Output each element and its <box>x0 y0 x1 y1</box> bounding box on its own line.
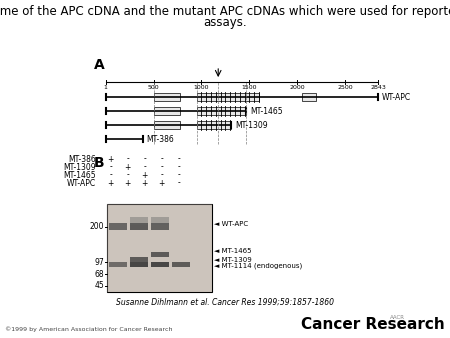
Text: 1: 1 <box>104 85 108 90</box>
Text: -: - <box>126 154 129 164</box>
Text: ◄ WT-APC: ◄ WT-APC <box>214 221 248 227</box>
Bar <box>149 204 170 292</box>
Text: 2500: 2500 <box>338 85 353 90</box>
Text: -: - <box>109 170 112 179</box>
Text: 500: 500 <box>148 85 159 90</box>
Text: A, scheme of the APC cDNA and the mutant APC cDNAs which were used for reporter : A, scheme of the APC cDNA and the mutant… <box>0 5 450 18</box>
Bar <box>191 204 212 292</box>
Text: -: - <box>177 163 180 171</box>
Bar <box>151 223 169 231</box>
Text: +: + <box>142 178 148 188</box>
Text: 2843: 2843 <box>370 85 386 90</box>
Text: -: - <box>160 154 163 164</box>
Text: MT-386: MT-386 <box>68 154 96 164</box>
Text: MT-1309: MT-1309 <box>63 163 96 171</box>
Text: +: + <box>125 163 131 171</box>
Text: -: - <box>160 163 163 171</box>
Bar <box>197 93 259 101</box>
Text: +: + <box>108 154 114 164</box>
Text: 200: 200 <box>90 222 104 232</box>
Text: AACR: AACR <box>390 315 405 320</box>
Text: -: - <box>144 163 146 171</box>
Bar <box>130 257 148 262</box>
Text: Susanne Dihlmann et al. Cancer Res 1999;59:1857-1860: Susanne Dihlmann et al. Cancer Res 1999;… <box>116 298 334 307</box>
Text: -: - <box>177 170 180 179</box>
Bar <box>170 204 191 292</box>
Text: WT-APC: WT-APC <box>67 178 96 188</box>
Text: +: + <box>158 178 165 188</box>
Bar <box>107 204 128 292</box>
Text: MT-1309: MT-1309 <box>235 121 268 129</box>
Bar <box>130 217 148 225</box>
Bar <box>128 204 149 292</box>
Text: ©1999 by American Association for Cancer Research: ©1999 by American Association for Cancer… <box>5 327 172 332</box>
Text: +: + <box>108 178 114 188</box>
Bar <box>130 262 148 267</box>
Text: 68: 68 <box>94 270 104 279</box>
Text: +: + <box>142 170 148 179</box>
Bar <box>197 121 231 129</box>
Text: ◄ MT-1114 (endogenous): ◄ MT-1114 (endogenous) <box>214 263 302 269</box>
Text: 2000: 2000 <box>289 85 305 90</box>
Bar <box>151 252 169 257</box>
Bar <box>153 93 180 101</box>
Bar <box>107 204 212 292</box>
Text: 97: 97 <box>94 258 104 267</box>
Text: Cancer Research: Cancer Research <box>301 317 445 332</box>
Text: assays.: assays. <box>203 16 247 29</box>
Bar <box>109 223 127 231</box>
Text: -: - <box>177 154 180 164</box>
Text: -: - <box>126 170 129 179</box>
Text: -: - <box>177 178 180 188</box>
Text: ◄ MT-1309: ◄ MT-1309 <box>214 257 252 263</box>
Text: MT-386: MT-386 <box>147 135 175 144</box>
Bar <box>153 107 180 115</box>
Text: +: + <box>125 178 131 188</box>
Text: WT-APC: WT-APC <box>382 93 411 101</box>
Text: 1000: 1000 <box>194 85 209 90</box>
Text: -: - <box>109 163 112 171</box>
Bar <box>302 93 316 101</box>
Bar <box>151 262 169 267</box>
Text: A: A <box>94 58 104 72</box>
Text: ◄ MT-1465: ◄ MT-1465 <box>214 248 252 254</box>
Text: -: - <box>160 170 163 179</box>
Text: MT-1465: MT-1465 <box>250 106 283 116</box>
Bar <box>153 121 180 129</box>
Text: -: - <box>144 154 146 164</box>
Bar <box>151 217 169 225</box>
Bar <box>172 262 190 267</box>
Bar <box>130 223 148 231</box>
Text: MT-1465: MT-1465 <box>63 170 96 179</box>
Text: 45: 45 <box>94 281 104 290</box>
Text: 1500: 1500 <box>242 85 257 90</box>
Text: B: B <box>94 156 104 170</box>
Bar <box>197 107 246 115</box>
Bar <box>109 262 127 267</box>
